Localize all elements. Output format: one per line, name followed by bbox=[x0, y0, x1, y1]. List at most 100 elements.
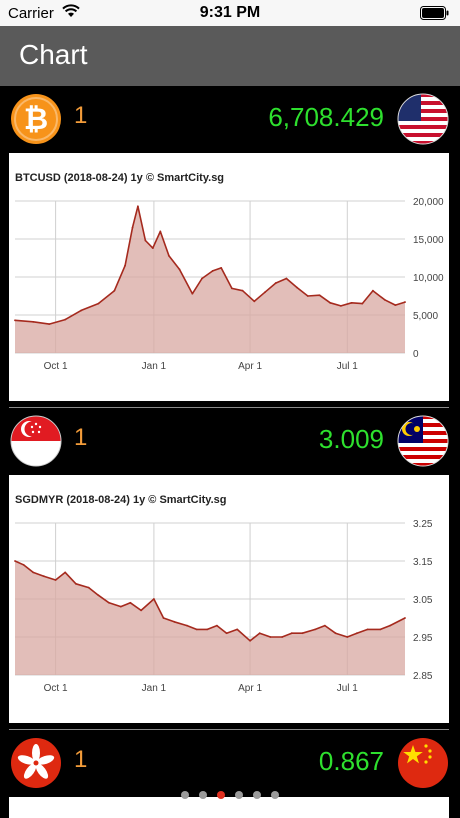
data-point bbox=[97, 302, 100, 305]
data-point bbox=[350, 301, 353, 304]
data-point bbox=[64, 318, 67, 321]
data-point bbox=[32, 571, 35, 574]
status-bar: Carrier 9:31 PM bbox=[0, 0, 460, 26]
data-point bbox=[119, 605, 122, 608]
data-point bbox=[162, 617, 165, 619]
y-tick-label: 3.25 bbox=[413, 519, 433, 530]
chart-card-sgdmyr[interactable]: SGDMYR (2018-08-24) 1y © SmartCity.sg 2.8… bbox=[9, 475, 449, 723]
data-point bbox=[329, 301, 332, 304]
currency-pair-row-hkd-cny[interactable]: 1 0.867 bbox=[0, 732, 460, 794]
malaysia-flag-icon bbox=[397, 415, 449, 467]
y-tick-label: 2.85 bbox=[413, 671, 433, 682]
data-point bbox=[258, 632, 261, 635]
chart-card-btcusd[interactable]: BTCUSD (2018-08-24) 1y © SmartCity.sg 0 5,… bbox=[9, 153, 449, 401]
data-point bbox=[296, 286, 298, 289]
y-tick-label: 5,000 bbox=[413, 311, 438, 322]
data-point bbox=[153, 598, 155, 600]
singapore-flag-icon bbox=[10, 415, 62, 467]
page-dot[interactable] bbox=[271, 791, 279, 799]
data-point bbox=[241, 289, 244, 292]
data-point bbox=[216, 624, 218, 627]
chart-title: SGDMYR (2018-08-24) 1y © SmartCity.sg bbox=[15, 494, 226, 506]
data-point bbox=[314, 628, 317, 631]
x-tick-label: Apr 1 bbox=[238, 361, 262, 372]
x-tick-label: Jul 1 bbox=[337, 683, 359, 694]
x-tick-label: Oct 1 bbox=[44, 361, 68, 372]
china-flag-icon bbox=[398, 738, 448, 788]
currency-pair-row-sgd-myr[interactable]: 1 3.009 bbox=[0, 410, 460, 472]
chart-title: BTCUSD (2018-08-24) 1y © SmartCity.sg bbox=[15, 172, 224, 184]
rate-value: 3.009 bbox=[318, 424, 384, 454]
data-point bbox=[253, 300, 256, 303]
data-point bbox=[140, 609, 142, 612]
page-dot[interactable] bbox=[217, 791, 225, 799]
data-point bbox=[144, 239, 147, 242]
data-point bbox=[178, 268, 181, 271]
data-point bbox=[274, 282, 277, 284]
nav-bar: Chart bbox=[0, 26, 460, 86]
hong-kong-flag-icon bbox=[11, 738, 61, 788]
row-divider bbox=[9, 407, 449, 408]
data-point bbox=[211, 270, 214, 272]
data-point bbox=[131, 226, 134, 229]
data-point bbox=[301, 632, 304, 635]
btcusd-chart: BTCUSD (2018-08-24) 1y © SmartCity.sg 0 5,… bbox=[14, 172, 444, 372]
rate-value: 0.867 bbox=[318, 746, 384, 776]
data-point bbox=[14, 560, 16, 562]
data-point bbox=[75, 582, 77, 585]
data-point bbox=[201, 277, 203, 280]
data-point bbox=[54, 579, 57, 581]
data-point bbox=[108, 601, 110, 604]
series-line bbox=[14, 205, 406, 325]
data-point bbox=[285, 277, 288, 280]
data-point bbox=[231, 287, 233, 290]
page-dot[interactable] bbox=[235, 791, 243, 799]
page-dot[interactable] bbox=[181, 791, 189, 799]
data-point bbox=[306, 295, 309, 297]
y-tick-label: 20,000 bbox=[413, 197, 444, 208]
data-point bbox=[186, 624, 188, 627]
page-title: Chart bbox=[19, 39, 88, 70]
data-point bbox=[361, 302, 364, 305]
data-point bbox=[64, 571, 67, 574]
data-point bbox=[264, 291, 266, 294]
x-tick-label: Jan 1 bbox=[142, 683, 167, 694]
data-point bbox=[323, 624, 326, 627]
y-tick-label: 3.15 bbox=[413, 557, 433, 568]
page-indicator[interactable] bbox=[0, 791, 460, 801]
data-point bbox=[236, 628, 239, 631]
data-point bbox=[356, 632, 358, 635]
data-point bbox=[404, 617, 406, 619]
data-point bbox=[379, 628, 382, 631]
data-point bbox=[22, 563, 25, 566]
usa-flag-icon bbox=[397, 93, 449, 145]
data-point bbox=[173, 620, 176, 623]
x-tick-label: Jul 1 bbox=[337, 361, 359, 372]
page-dot[interactable] bbox=[253, 791, 261, 799]
data-point bbox=[48, 323, 51, 326]
amount-label: 1 bbox=[74, 424, 88, 451]
rate-value: 6,708.429 bbox=[268, 102, 384, 132]
data-point bbox=[42, 575, 45, 578]
data-point bbox=[290, 632, 293, 635]
data-point bbox=[129, 601, 132, 604]
x-tick-label: Oct 1 bbox=[44, 683, 68, 694]
currency-pair-row-btc-usd[interactable]: ₿ 1 6,708.429 bbox=[0, 88, 460, 150]
carrier-label: Carrier bbox=[8, 5, 54, 22]
y-tick-label: 15,000 bbox=[413, 235, 444, 246]
x-tick-label: Apr 1 bbox=[238, 683, 262, 694]
amount-label: 1 bbox=[74, 746, 88, 773]
data-point bbox=[225, 632, 228, 635]
data-point bbox=[389, 624, 391, 627]
data-point bbox=[32, 320, 35, 323]
data-point bbox=[191, 292, 194, 295]
data-point bbox=[151, 247, 154, 250]
data-point bbox=[136, 205, 139, 208]
data-point bbox=[269, 636, 272, 638]
data-point bbox=[167, 254, 170, 257]
series-area bbox=[15, 206, 405, 353]
data-point bbox=[159, 230, 162, 233]
sgdmyr-chart: SGDMYR (2018-08-24) 1y © SmartCity.sg 2.8… bbox=[14, 494, 433, 694]
chart-card-hkdcny[interactable] bbox=[9, 797, 449, 818]
page-dot[interactable] bbox=[199, 791, 207, 799]
